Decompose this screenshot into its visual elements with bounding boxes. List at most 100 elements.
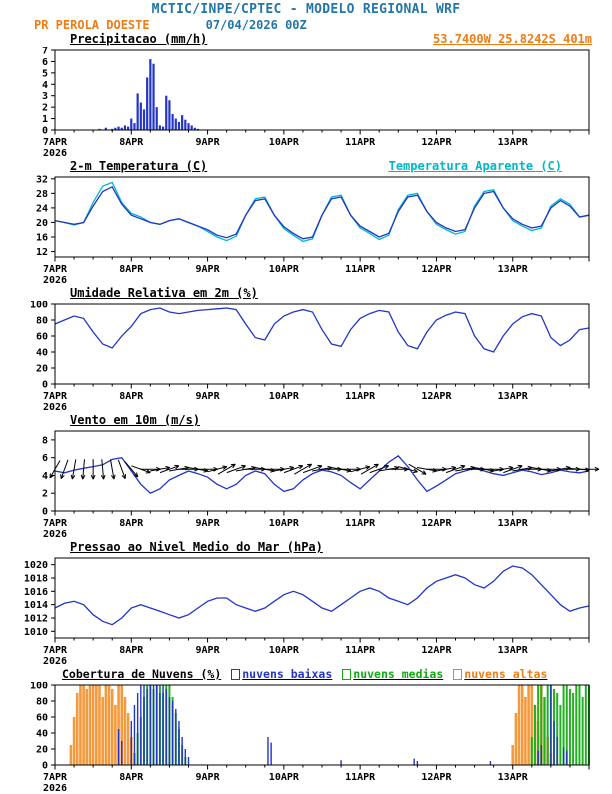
- nuvens-medias-swatch-icon: [342, 669, 351, 680]
- svg-text:1012: 1012: [24, 614, 48, 625]
- svg-text:10APR: 10APR: [269, 645, 300, 656]
- y-axis: 0 20 40 60 80 100: [30, 682, 55, 772]
- station-coordinates: 53.7400W 25.8242S 401m: [433, 32, 592, 46]
- svg-text:13APR: 13APR: [498, 645, 529, 656]
- svg-text:2026: 2026: [43, 656, 67, 667]
- svg-text:11APR: 11APR: [345, 518, 376, 529]
- wind-title: Vento em 10m (m/s): [70, 413, 200, 427]
- panel-pressure: Pressao ao Nivel Medio do Mar (hPa) 1010…: [0, 540, 612, 667]
- apparent-temperature-legend: Temperatura Aparente (C): [389, 159, 562, 173]
- pressure-title: Pressao ao Nivel Medio do Mar (hPa): [70, 540, 323, 554]
- humidity-head: Umidade Relativa em 2m (%): [70, 286, 592, 301]
- svg-text:1020: 1020: [24, 560, 48, 571]
- svg-text:8APR: 8APR: [119, 264, 144, 275]
- svg-text:9APR: 9APR: [196, 645, 221, 656]
- svg-text:1010: 1010: [24, 627, 48, 638]
- nuvens-baixas-label: nuvens baixas: [242, 667, 332, 681]
- svg-text:2026: 2026: [43, 275, 67, 286]
- svg-text:13APR: 13APR: [498, 518, 529, 529]
- plot-frame: [55, 304, 589, 384]
- svg-text:6: 6: [42, 453, 48, 464]
- svg-text:9APR: 9APR: [196, 518, 221, 529]
- header-subrow: PR PEROLA DOESTE 07/04/2026 00Z: [0, 18, 612, 32]
- svg-text:9APR: 9APR: [196, 391, 221, 402]
- svg-text:13APR: 13APR: [498, 137, 529, 148]
- svg-text:4: 4: [42, 80, 48, 91]
- svg-text:0: 0: [42, 761, 48, 772]
- svg-text:80: 80: [36, 697, 48, 708]
- svg-text:12APR: 12APR: [421, 518, 452, 529]
- precip-bars: [98, 59, 199, 130]
- svg-text:8APR: 8APR: [119, 391, 144, 402]
- svg-text:100: 100: [30, 682, 48, 692]
- legend-nuvens-baixas: nuvens baixas: [231, 667, 332, 681]
- svg-text:32: 32: [36, 174, 48, 185]
- svg-text:60: 60: [36, 713, 48, 724]
- svg-text:7APR: 7APR: [43, 137, 68, 148]
- svg-text:8APR: 8APR: [119, 645, 144, 656]
- svg-text:7APR: 7APR: [43, 391, 68, 402]
- svg-text:8APR: 8APR: [119, 772, 144, 783]
- svg-text:12APR: 12APR: [421, 264, 452, 275]
- svg-text:8APR: 8APR: [119, 518, 144, 529]
- svg-text:2026: 2026: [43, 148, 67, 159]
- svg-text:11APR: 11APR: [345, 264, 376, 275]
- svg-text:40: 40: [36, 729, 48, 740]
- svg-text:8APR: 8APR: [119, 137, 144, 148]
- svg-text:20: 20: [36, 364, 48, 375]
- svg-text:12APR: 12APR: [421, 391, 452, 402]
- legend-nuvens-altas: nuvens altas: [453, 667, 547, 681]
- svg-text:0: 0: [42, 126, 48, 137]
- svg-text:2: 2: [42, 489, 48, 500]
- plot-frame: [55, 50, 589, 130]
- bars-nuvens-altas: [70, 685, 553, 765]
- svg-text:2: 2: [42, 103, 48, 114]
- humidity-title: Umidade Relativa em 2m (%): [70, 286, 258, 300]
- clouds-head: Cobertura de Nuvens (%) nuvens baixas nu…: [62, 667, 592, 682]
- nuvens-altas-label: nuvens altas: [464, 667, 547, 681]
- station-name: PR PEROLA DOESTE: [34, 18, 150, 32]
- page-title: MCTIC/INPE/CPTEC - MODELO REGIONAL WRF: [0, 0, 612, 18]
- nuvens-baixas-swatch-icon: [231, 669, 240, 680]
- svg-text:9APR: 9APR: [196, 137, 221, 148]
- svg-text:6: 6: [42, 57, 48, 68]
- svg-text:60: 60: [36, 332, 48, 343]
- svg-text:28: 28: [36, 189, 48, 200]
- svg-text:1018: 1018: [24, 574, 48, 585]
- svg-text:10APR: 10APR: [269, 264, 300, 275]
- svg-text:80: 80: [36, 316, 48, 327]
- precipitation-head: Precipitacao (mm/h) 53.7400W 25.8242S 40…: [70, 32, 592, 47]
- run-datetime: 07/04/2026 00Z: [206, 18, 307, 32]
- svg-text:13APR: 13APR: [498, 391, 529, 402]
- svg-text:1: 1: [42, 114, 48, 125]
- svg-text:20: 20: [36, 745, 48, 756]
- svg-text:11APR: 11APR: [345, 772, 376, 783]
- svg-text:12: 12: [36, 247, 48, 258]
- line-Umidade-Relativa: [55, 308, 589, 352]
- temperature-head: 2-m Temperatura (C) Temperatura Aparente…: [70, 159, 592, 174]
- legend-nuvens-medias: nuvens medias: [342, 667, 443, 681]
- svg-text:11APR: 11APR: [345, 391, 376, 402]
- svg-text:7: 7: [42, 47, 48, 57]
- line-2-m-Temperatura: [55, 187, 589, 239]
- svg-text:12APR: 12APR: [421, 772, 452, 783]
